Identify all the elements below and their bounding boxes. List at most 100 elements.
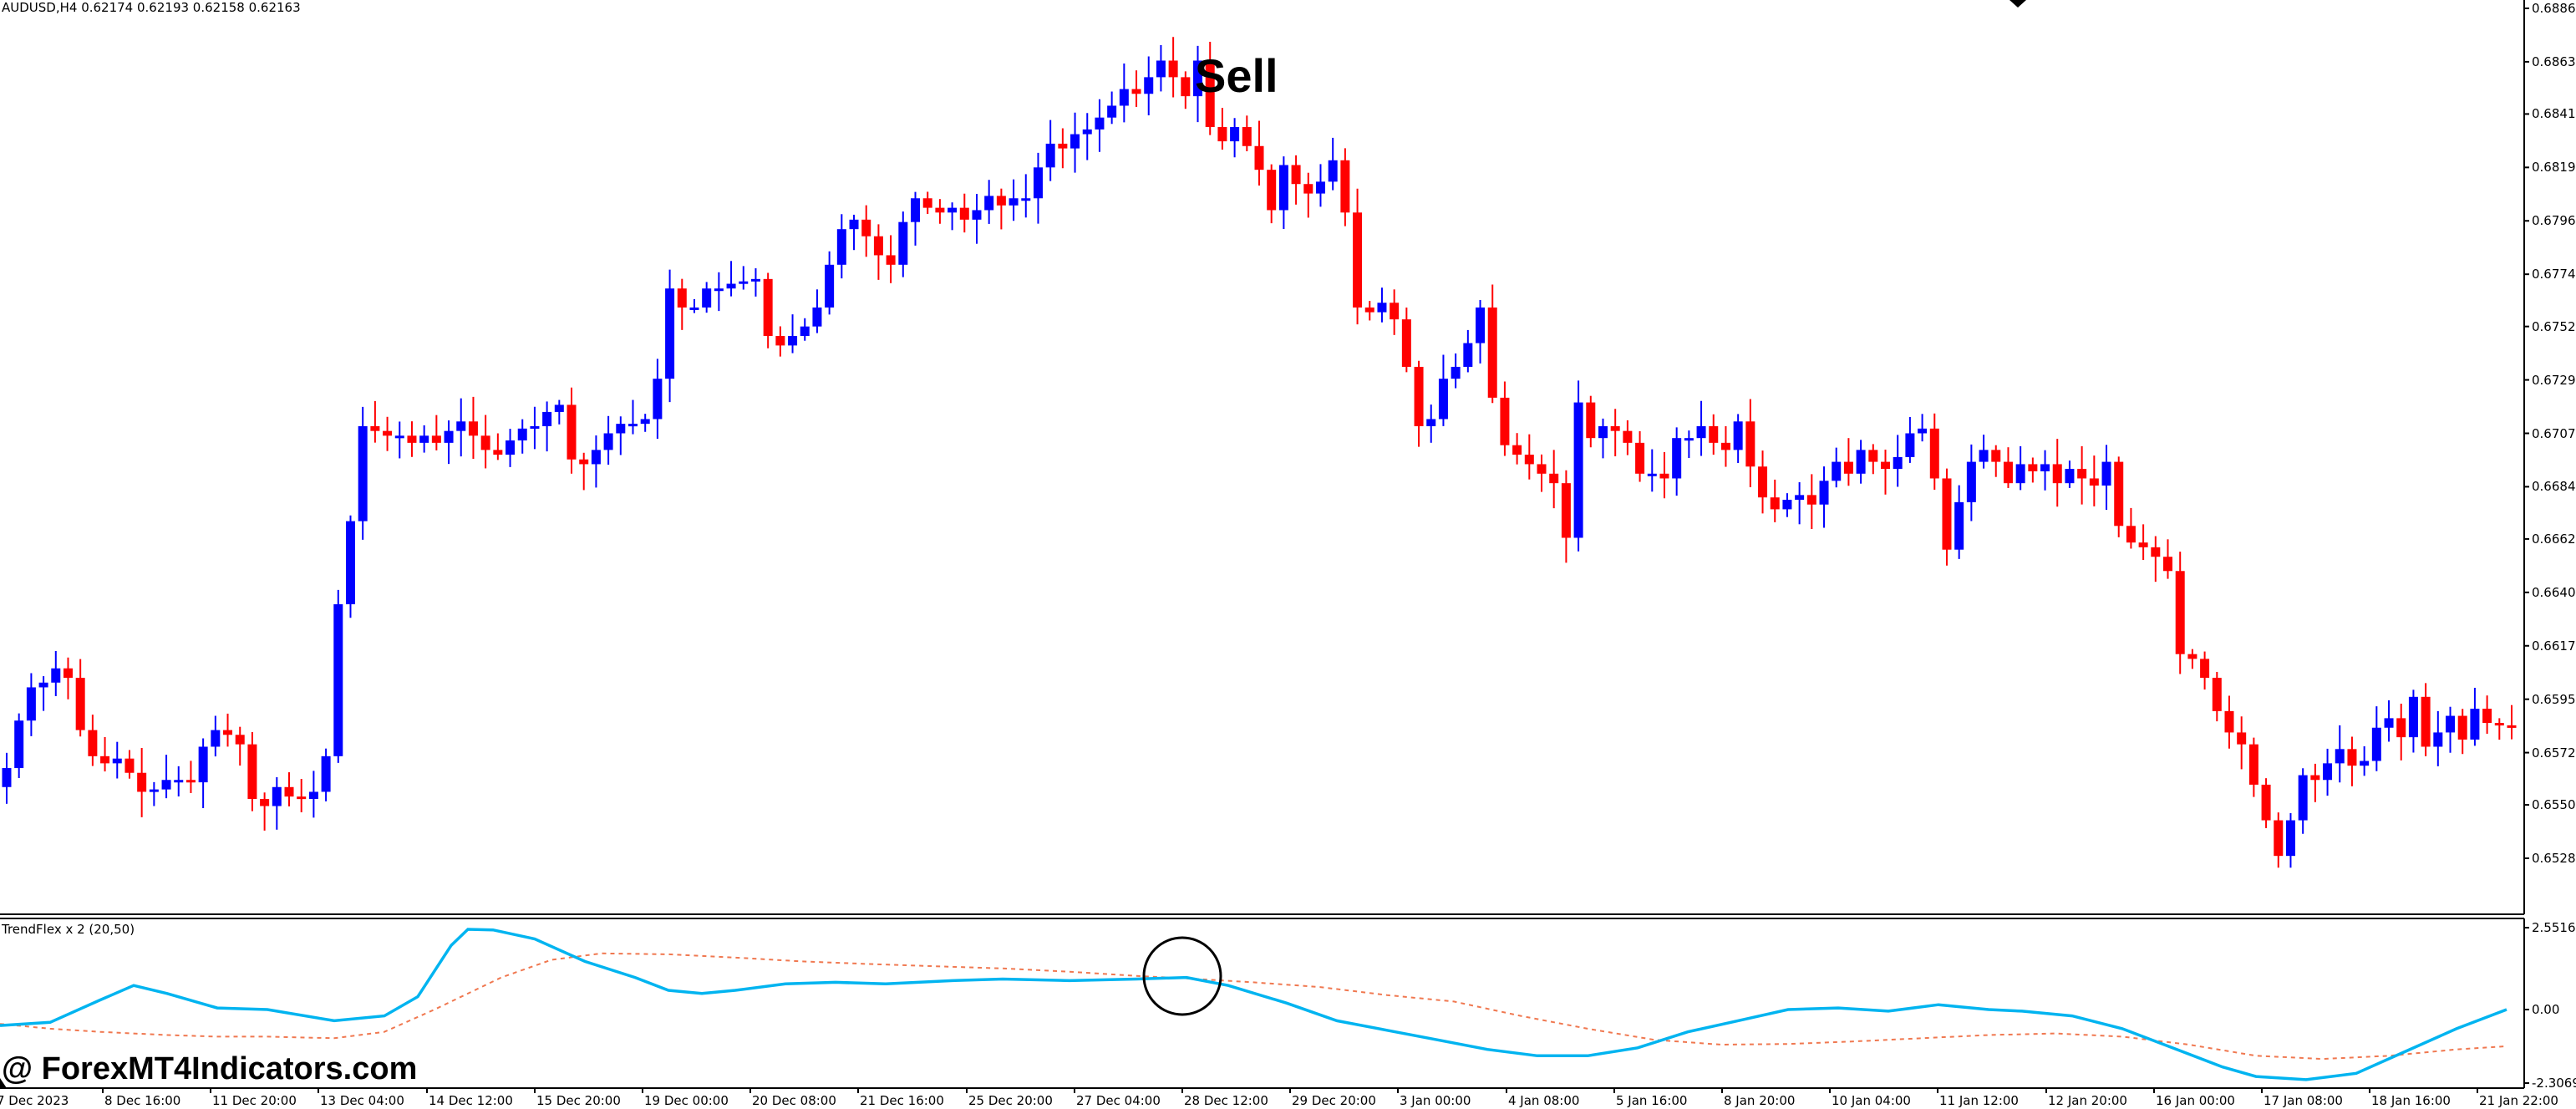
candle-body — [1782, 500, 1792, 510]
time-axis-label: 25 Dec 20:00 — [968, 1093, 1053, 1108]
candle-body — [223, 730, 233, 735]
candle-body — [1033, 167, 1043, 199]
candle-body — [1868, 450, 1878, 462]
time-axis-label: 16 Jan 00:00 — [2156, 1093, 2235, 1108]
candle-body — [2212, 678, 2222, 711]
candle-body — [1905, 433, 1915, 457]
candle-body — [812, 307, 822, 327]
candle-body — [1181, 77, 1191, 97]
candle-body — [1476, 307, 1486, 343]
candle-body — [702, 288, 712, 308]
candle-body — [2126, 526, 2136, 543]
candle-body — [1315, 181, 1325, 194]
candle-body — [677, 288, 687, 308]
candle-body — [1082, 129, 1092, 135]
candle-body — [493, 450, 503, 455]
candle-body — [1500, 397, 1510, 445]
candle-body — [714, 288, 724, 292]
candle-body — [456, 421, 466, 431]
candle-body — [370, 425, 380, 431]
candle-body — [506, 440, 516, 455]
candle-body — [431, 435, 441, 443]
candle-body — [1929, 428, 1939, 479]
time-axis-label: 11 Jan 12:00 — [1939, 1093, 2019, 1108]
indicator-axis-label: 0.00 — [2532, 1002, 2560, 1017]
candle-body — [112, 758, 122, 764]
time-axis-ticks — [102, 1088, 2478, 1093]
candle-body — [174, 780, 184, 783]
candle-body — [2151, 547, 2161, 557]
time-axis-label: 21 Dec 16:00 — [860, 1093, 944, 1108]
candle-body — [665, 288, 675, 379]
time-axis-label: 17 Jan 08:00 — [2264, 1093, 2343, 1108]
candle-body — [2408, 696, 2418, 738]
candle-body — [284, 786, 294, 797]
time-axis-label: 21 Jan 22:00 — [2479, 1093, 2558, 1108]
candle-body — [1598, 425, 1608, 439]
candle-body — [836, 229, 846, 265]
candle-body — [1843, 461, 1853, 474]
candle-body — [1512, 445, 1522, 455]
candle-body — [272, 786, 282, 806]
candle-body — [1242, 127, 1252, 146]
candle-body — [345, 521, 355, 605]
candle-body — [1487, 307, 1497, 398]
candle-body — [308, 791, 318, 799]
candle-body — [2274, 820, 2284, 857]
candle-body — [358, 425, 368, 521]
candle-body — [51, 668, 61, 683]
candle-body — [2396, 718, 2406, 738]
candle-body — [849, 219, 859, 230]
candle-body — [689, 307, 699, 310]
candle-body — [2470, 709, 2480, 740]
candle-body — [297, 796, 307, 800]
candle-body — [1390, 303, 1400, 320]
candle-body — [1733, 421, 1743, 450]
price-axis-label: 0.68415 — [2532, 106, 2576, 122]
candle-body — [1414, 366, 1424, 426]
candle-body — [2507, 725, 2517, 728]
candle-body — [861, 219, 871, 237]
candle-body — [1758, 466, 1768, 498]
candle-body — [591, 450, 601, 465]
candle-body — [26, 687, 36, 721]
candle-body — [2285, 820, 2295, 857]
candle-body — [1966, 461, 1976, 502]
candle-body — [1684, 438, 1694, 441]
candle-body — [1979, 450, 1989, 462]
price-axis-label: 0.66625 — [2532, 531, 2576, 547]
candle-body — [911, 198, 921, 222]
candle-body — [1942, 478, 1952, 550]
candle-body — [763, 278, 773, 337]
candle-body — [1561, 483, 1571, 538]
trendflex-slow-line — [0, 952, 2507, 1061]
watermark: @ ForexMT4Indicators.com — [2, 1051, 418, 1086]
candle-body — [726, 283, 736, 289]
candle-body — [972, 210, 982, 220]
time-axis-label: 15 Dec 20:00 — [536, 1093, 621, 1108]
candle-body — [2371, 727, 2381, 761]
candle-body — [2261, 784, 2271, 821]
candle-body — [996, 196, 1006, 206]
candle-body — [1377, 303, 1387, 313]
candle-body — [2187, 654, 2197, 659]
candle-body — [137, 772, 147, 792]
candle-body — [247, 744, 257, 799]
chart-symbol-label: AUDUSD,H4 0.62174 0.62193 0.62158 0.6216… — [2, 0, 301, 15]
candle-body — [935, 207, 945, 213]
candle-body — [419, 435, 429, 443]
candle-body — [2114, 461, 2124, 527]
candle-body — [640, 419, 650, 425]
time-axis-label: 5 Jan 16:00 — [1616, 1093, 1688, 1108]
candle-body — [1278, 165, 1288, 211]
candle-body — [1401, 319, 1411, 367]
indicator-title: TrendFlex x 2 (20,50) — [2, 922, 135, 937]
candle-body — [1119, 89, 1129, 106]
indicator-axis-label: 2.5516 — [2532, 920, 2576, 935]
